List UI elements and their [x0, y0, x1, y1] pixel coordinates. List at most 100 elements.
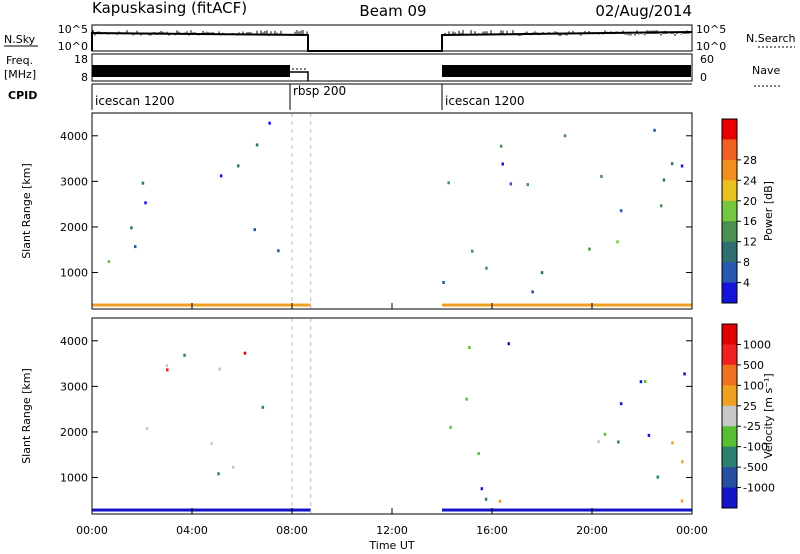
nsearch-tick-top: 10^5 [696, 23, 726, 36]
data-cell [144, 201, 147, 205]
nsky-trace-a [91, 31, 693, 52]
colorbar-frame [721, 118, 738, 304]
y-tick-label: 2000 [60, 221, 88, 234]
colorbar-swatch [722, 344, 737, 366]
colorbar-tick-label: 16 [743, 215, 757, 228]
power-x-ticks [91, 303, 693, 309]
power-data-cells [92, 113, 692, 309]
colorbar-swatch [722, 119, 737, 140]
data-cell [647, 433, 651, 437]
data-cell [498, 499, 502, 503]
data-cell [145, 427, 149, 430]
data-cell [449, 425, 452, 429]
data-cell [107, 260, 111, 264]
colorbar-swatch [722, 221, 737, 243]
velocity-panel: 1000 2000 3000 4000 00:00 04:00 08:00 12:00 16:… [20, 317, 775, 552]
data-cell [680, 499, 684, 503]
data-cell [468, 346, 471, 349]
nsky-noise [92, 30, 690, 36]
data-cell [603, 432, 607, 436]
colorbar-tick-label: -500 [743, 461, 768, 474]
colorbar-swatch [722, 262, 737, 284]
colorbar-tick-label: 12 [743, 236, 757, 249]
colorbar-tick-label: 28 [743, 154, 757, 167]
nave-tick-bottom: 0 [700, 71, 707, 84]
cpid-segment-2: rbsp 200 [293, 84, 346, 98]
data-cell [507, 342, 510, 346]
colorbar-tick-label: 20 [743, 195, 757, 208]
colorbar-tick-label: -25 [743, 420, 761, 433]
y-tick-label: 1000 [60, 267, 88, 280]
colorbar-frame [721, 323, 738, 509]
colorbar-swatch [722, 282, 737, 304]
velocity-axes-frame [91, 317, 693, 515]
y-tick-label: 4000 [60, 130, 88, 143]
data-cell [540, 271, 544, 275]
colorbar-tick-label: 25 [743, 400, 757, 413]
y-tick-label: 4000 [60, 335, 88, 348]
data-cell [681, 460, 684, 464]
data-cell [243, 351, 247, 355]
colorbar-tick-label: -100 [743, 441, 768, 454]
cpid-segment-3: icescan 1200 [445, 94, 524, 108]
station-title: Kapuskasing (fitACF) [92, 0, 247, 17]
colorbar-swatch [722, 405, 737, 427]
y-tick-label: 2000 [60, 426, 88, 439]
colorbar-swatch [722, 446, 737, 468]
colorbar-tick-label: 100 [743, 379, 764, 392]
data-cell [484, 497, 488, 501]
data-cell [471, 249, 474, 253]
data-cell [141, 181, 145, 185]
colorbar-swatch [722, 364, 737, 386]
data-cell [656, 475, 659, 479]
colorbar-tick-label: 8 [743, 256, 750, 269]
data-cell [616, 240, 619, 244]
data-cell [447, 181, 450, 185]
power-ylabel: Slant Range [km] [20, 163, 33, 259]
power-cbar-label: Power [dB] [762, 181, 775, 241]
data-cell [499, 144, 503, 148]
colorbar-tick-label: 4 [743, 277, 750, 290]
data-cell [219, 174, 223, 178]
power-panel: 1000 2000 3000 4000 Slant Range [km] 4 8 12 16… [20, 112, 775, 310]
colorbar-swatch [722, 487, 737, 509]
y-tick-label: 1000 [60, 472, 88, 485]
data-cell [277, 249, 280, 253]
data-cell [261, 405, 265, 409]
data-cell [670, 162, 674, 166]
data-cell [639, 380, 643, 384]
velocity-ylabel: Slant Range [km] [20, 368, 33, 464]
power-y-axis: 1000 2000 3000 4000 [60, 130, 692, 280]
colorbar-swatch [722, 180, 737, 202]
date-title: 02/Aug/2014 [595, 2, 692, 20]
data-cell [644, 380, 647, 383]
colorbar-swatch [722, 139, 737, 161]
freq-unit: [MHz] [4, 68, 36, 81]
data-cell [218, 367, 221, 371]
x-tick-label: 12:00 [376, 524, 408, 537]
freq-step [290, 71, 309, 81]
data-cell [255, 143, 259, 147]
velocity-cbar-label: Velocity [m s⁻¹] [762, 373, 775, 458]
colorbar-swatch [722, 385, 737, 407]
nave-tick-top: 60 [700, 53, 714, 66]
freq-band-right [442, 65, 691, 77]
freq-tick-bottom: 8 [81, 71, 88, 84]
colorbar-tick-label: 500 [743, 359, 764, 372]
velocity-colorbar: 1000 500 100 25 -25 -100 -500 -1000 [721, 323, 775, 509]
nave-label: Nave [752, 64, 780, 77]
x-tick-label: 20:00 [576, 524, 608, 537]
data-cell [619, 402, 623, 406]
data-cell [477, 452, 480, 455]
nsky-label: N.Sky [4, 33, 36, 46]
data-cell [253, 228, 256, 232]
nsearch-label: N.Search [746, 32, 796, 45]
colorbar-tick-label: 1000 [743, 338, 771, 351]
velocity-x-axis: 00:00 04:00 08:00 12:00 16:00 20:00 00:00 [76, 508, 708, 537]
colorbar-swatch [722, 241, 737, 263]
ground-scatter-band [92, 508, 311, 512]
power-axes-frame [91, 112, 693, 310]
data-cell [480, 487, 484, 491]
velocity-y-axis: 1000 2000 3000 4000 [60, 335, 692, 485]
